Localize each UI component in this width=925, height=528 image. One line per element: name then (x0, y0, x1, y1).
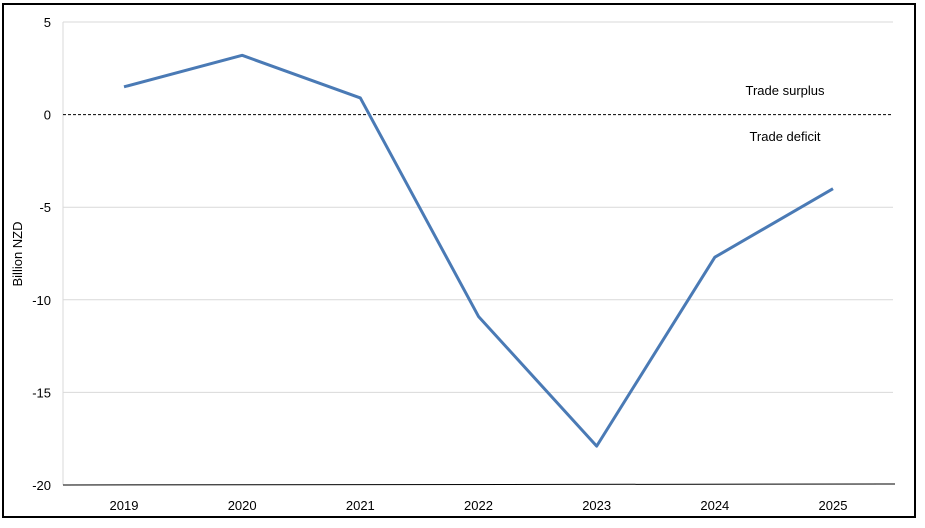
y-axis-ticks: 5 0 -5 -10 -15 -20 (32, 15, 51, 493)
x-tick-label: 2025 (819, 498, 848, 513)
x-tick-label: 2023 (582, 498, 611, 513)
x-tick-label: 2024 (700, 498, 729, 513)
annotation-trade-deficit: Trade deficit (749, 129, 820, 144)
x-tick-label: 2022 (464, 498, 493, 513)
x-axis-ticks: 2019 2020 2021 2022 2023 2024 2025 (110, 498, 848, 513)
x-tick-label: 2020 (228, 498, 257, 513)
y-tick-label: -20 (32, 478, 51, 493)
x-axis-line (62, 483, 896, 486)
y-tick-label: -10 (32, 293, 51, 308)
y-axis-label: Billion NZD (10, 221, 25, 286)
x-tick-label: 2021 (346, 498, 375, 513)
x-tick-label: 2019 (110, 498, 139, 513)
annotation-trade-surplus: Trade surplus (746, 83, 825, 98)
y-tick-label: 0 (44, 108, 51, 123)
gridlines (62, 21, 893, 485)
series-line (123, 53, 834, 448)
y-tick-label: -5 (39, 200, 51, 215)
y-tick-label: 5 (44, 15, 51, 30)
chart-frame (2, 3, 916, 518)
y-tick-label: -15 (32, 385, 51, 400)
series-layer (123, 53, 834, 448)
